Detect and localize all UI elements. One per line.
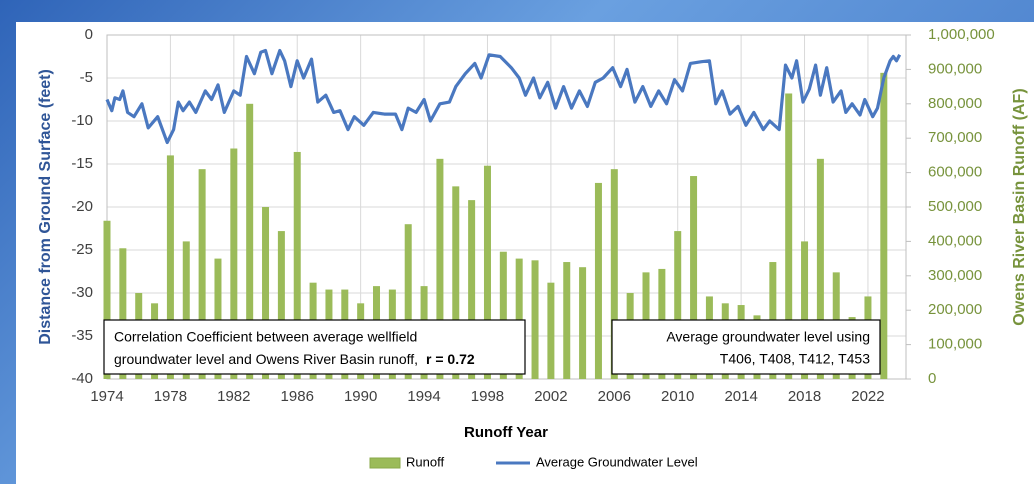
bar: [610, 169, 618, 379]
y-tick-label: -20: [71, 198, 93, 215]
bar: [262, 207, 270, 379]
annotation-part: groundwater level and Owens River Basin …: [114, 351, 418, 367]
legend-swatch: [369, 457, 401, 469]
y-tick-label: -25: [71, 241, 93, 258]
bar: [468, 200, 476, 379]
line: [105, 48, 902, 145]
bar: [103, 220, 111, 379]
y2-tick-label: 300,000: [928, 267, 982, 284]
y2-tick-label: 1,000,000: [928, 26, 995, 43]
bar: [594, 182, 602, 379]
x-tick-label: 2002: [534, 388, 567, 405]
bar: [452, 186, 460, 379]
y-axis-title: Distance from Ground Surface (feet): [37, 69, 54, 345]
y2-tick-label: 600,000: [928, 164, 982, 181]
x-tick-label: 1986: [281, 388, 314, 405]
legend-label: Runoff: [406, 454, 444, 469]
annotation: T406, T408, T412, T453: [720, 351, 870, 367]
bar: [547, 282, 555, 379]
annotation-box: [611, 319, 881, 375]
x-tick-label: 2022: [851, 388, 884, 405]
bar: [690, 176, 698, 379]
bar: [246, 103, 254, 380]
bar: [404, 224, 412, 379]
bar: [483, 165, 491, 379]
y2-tick-label: 500,000: [928, 198, 982, 215]
x-tick-label: 1998: [471, 388, 504, 405]
annotation: Correlation Coefficient between average …: [114, 329, 417, 345]
bar: [801, 241, 809, 379]
bar: [816, 158, 824, 379]
bar: [674, 231, 682, 379]
x-tick-label: 1978: [154, 388, 187, 405]
x-axis-title: Runoff Year: [464, 424, 548, 441]
bar: [579, 267, 587, 379]
annotation-box: [103, 319, 526, 375]
bar: [880, 72, 888, 379]
x-tick-label: 2006: [598, 388, 631, 405]
y-tick-label: -5: [80, 69, 93, 86]
bar: [119, 248, 127, 379]
annotation-part: r = 0.72: [426, 351, 475, 367]
bar: [515, 258, 523, 379]
y2-tick-label: 400,000: [928, 232, 982, 249]
bar: [785, 93, 793, 379]
y-tick-label: -40: [71, 370, 93, 387]
bar: [277, 231, 285, 379]
x-tick-label: 2014: [724, 388, 757, 405]
y2-tick-label: 0: [928, 370, 936, 387]
y2-tick-label: 200,000: [928, 301, 982, 318]
y-tick-label: -10: [71, 112, 93, 129]
annotation: Average groundwater level using: [666, 329, 870, 345]
y2-tick-label: 700,000: [928, 129, 982, 146]
annotation: groundwater level and Owens River Basin …: [114, 351, 475, 367]
bar: [436, 158, 444, 379]
bar: [293, 151, 301, 379]
bar: [230, 148, 238, 379]
y2-tick-label: 900,000: [928, 60, 982, 77]
bar: [198, 169, 206, 379]
bar: [499, 251, 507, 379]
x-tick-label: 1982: [217, 388, 250, 405]
x-tick-label: 1974: [90, 388, 123, 405]
y-tick-label: -15: [71, 155, 93, 172]
y2-axis-title: Owens River Basin Runoff (AF): [1011, 88, 1028, 325]
y2-tick-label: 800,000: [928, 95, 982, 112]
bar: [166, 155, 174, 379]
bar: [563, 262, 571, 379]
x-tick-label: 1990: [344, 388, 377, 405]
bar: [531, 260, 539, 379]
y2-tick-label: 100,000: [928, 336, 982, 353]
x-tick-label: 1994: [407, 388, 440, 405]
y-tick-label: 0: [85, 26, 93, 43]
legend-label: Average Groundwater Level: [536, 454, 698, 469]
bar: [182, 241, 190, 379]
y-tick-label: -30: [71, 284, 93, 301]
x-tick-label: 2018: [788, 388, 821, 405]
bar: [214, 258, 222, 379]
y-tick-label: -35: [71, 327, 93, 344]
x-tick-label: 2010: [661, 388, 694, 405]
